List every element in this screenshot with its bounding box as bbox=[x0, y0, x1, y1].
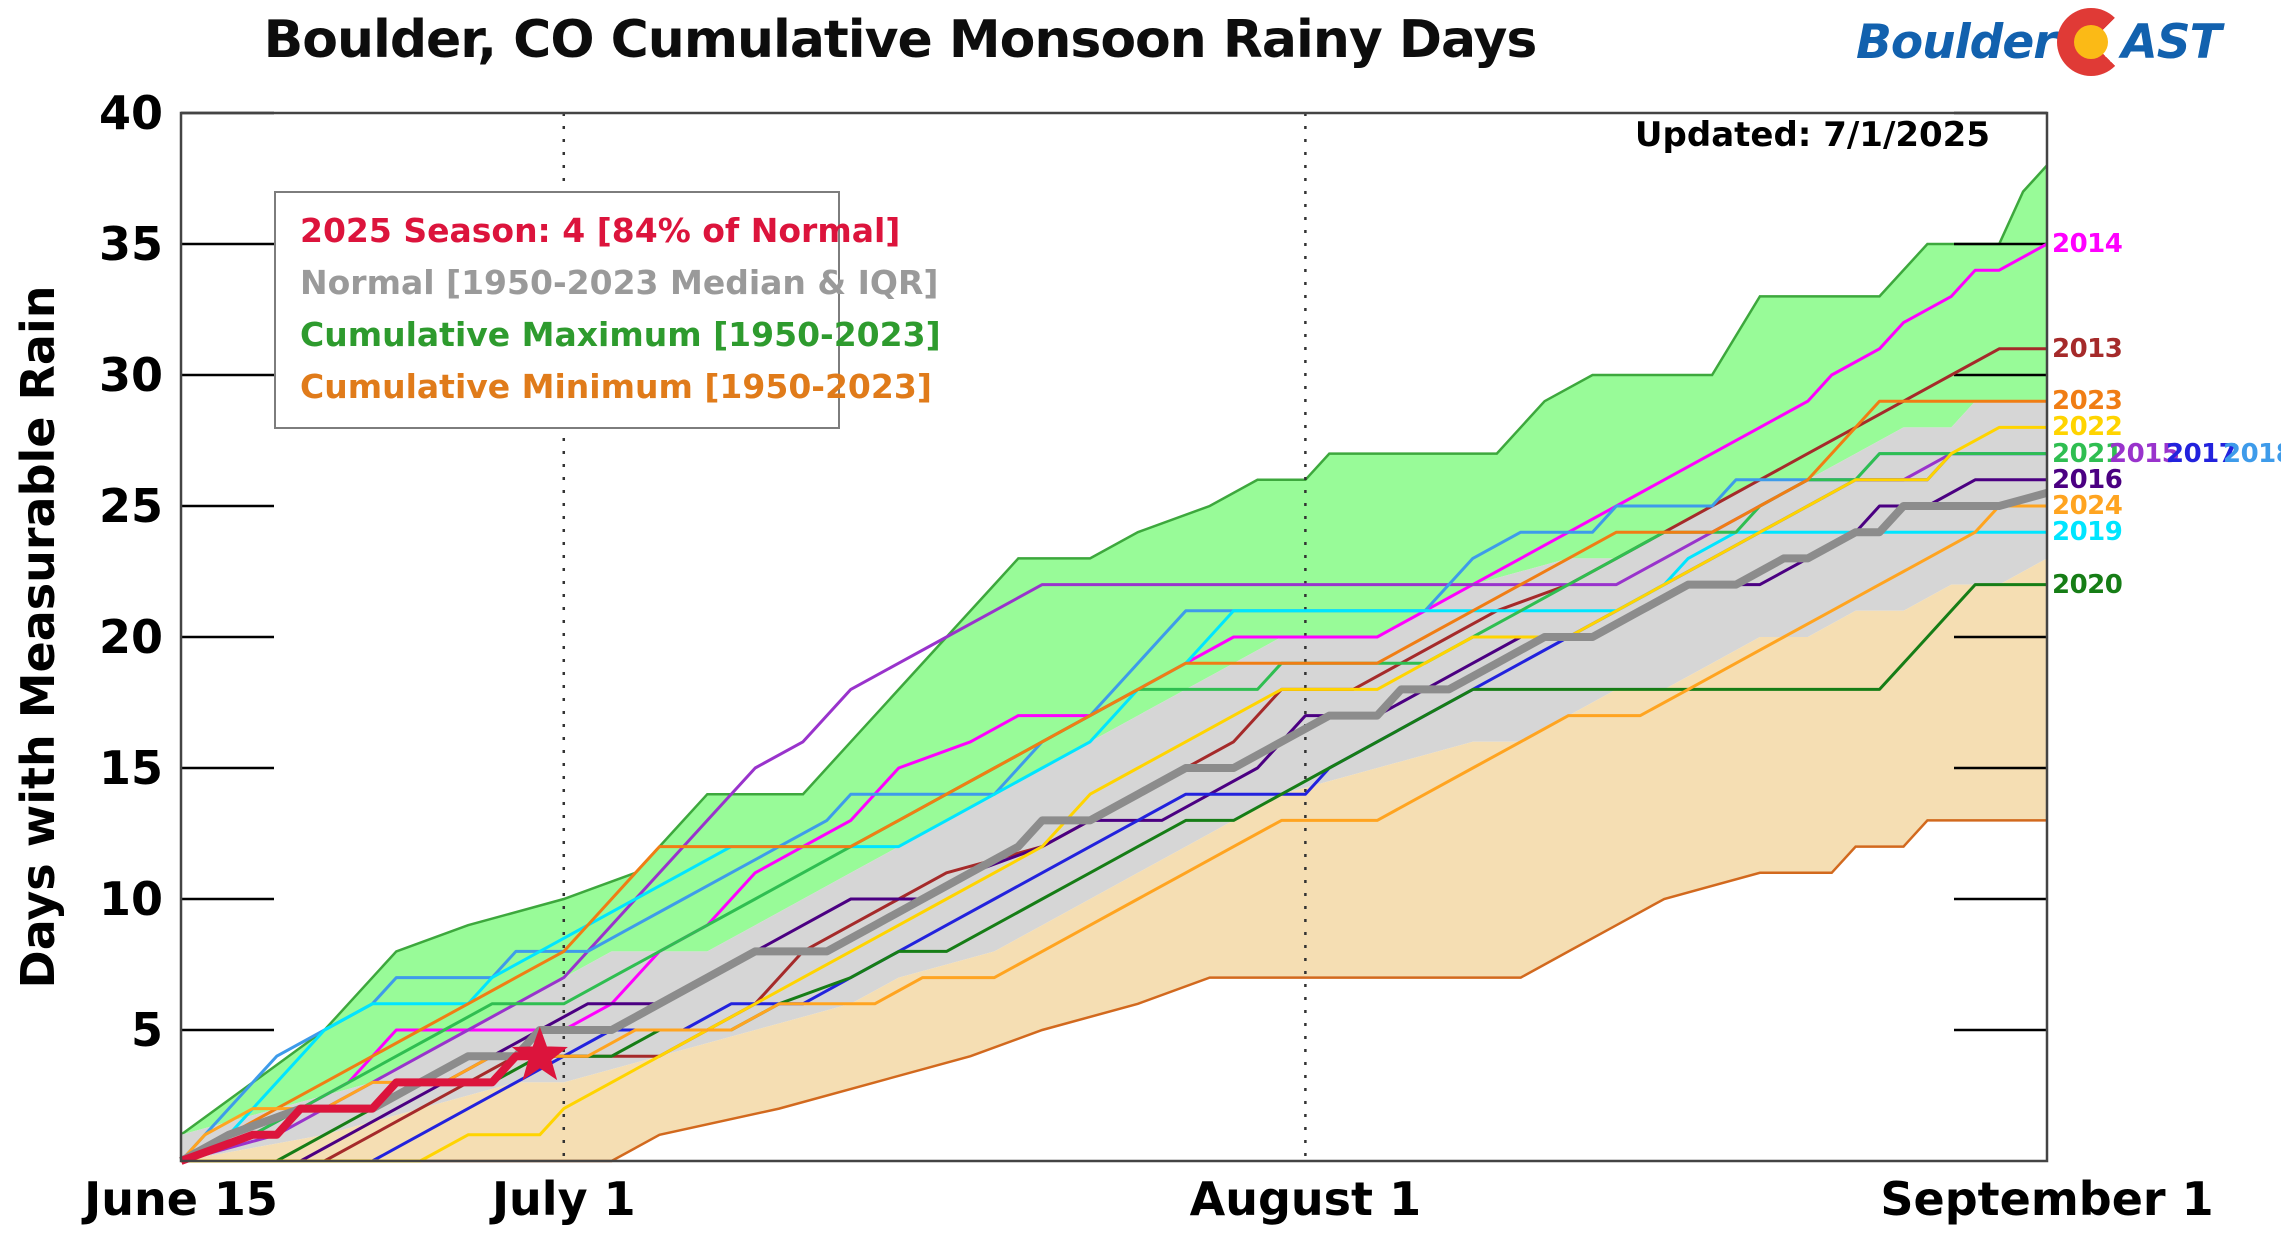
colorado-c-center bbox=[2074, 25, 2109, 59]
y-tick-label-5: 5 bbox=[130, 1003, 163, 1057]
x-tick-label-july-1: July 1 bbox=[491, 1172, 636, 1226]
year-label-2016: 2016 bbox=[2052, 464, 2123, 495]
y-tick-label-15: 15 bbox=[98, 741, 163, 795]
series-normal-median-line bbox=[179, 489, 2049, 1165]
bouldercast-logo: Boulder AST bbox=[1856, 8, 2222, 76]
cumulative-maximum-band-upper-edge bbox=[180, 164, 2048, 1136]
series-2023-line bbox=[180, 399, 2047, 1163]
x-tick-label-august-1: August 1 bbox=[1189, 1172, 1422, 1226]
y-tick-label-25: 25 bbox=[98, 479, 163, 533]
legend-item-3: Cumulative Minimum [1950-2023] bbox=[300, 367, 932, 406]
series-2022-line bbox=[181, 425, 2047, 1163]
legend-item-1: Normal [1950-2023 Median & IQR] bbox=[300, 263, 939, 302]
year-label-2019: 2019 bbox=[2052, 517, 2123, 548]
year-label-2013: 2013 bbox=[2052, 333, 2123, 364]
logo-text-boulder: Boulder bbox=[1856, 14, 2056, 70]
current-season-star-marker bbox=[511, 1026, 568, 1081]
y-tick-label-30: 30 bbox=[98, 348, 163, 402]
cumulative-minimum-band-lower-edge bbox=[181, 819, 2047, 1163]
y-tick-label-40: 40 bbox=[98, 86, 163, 140]
page-title: Boulder, CO Cumulative Monsoon Rainy Day… bbox=[263, 10, 1538, 70]
legend: 2025 Season: 4 [84% of Normal] Normal [19… bbox=[274, 191, 941, 429]
year-label-2015: 2015 bbox=[2109, 438, 2180, 469]
updated-timestamp: Updated: 7/1/2025 bbox=[1634, 115, 1990, 155]
year-label-2018: 2018 bbox=[2223, 438, 2281, 469]
series-2019-line bbox=[180, 530, 2047, 1163]
year-label-2022: 2022 bbox=[2052, 412, 2123, 443]
x-tick-label-june-15: June 15 bbox=[84, 1172, 278, 1226]
colorado-c-icon bbox=[2057, 8, 2126, 76]
year-label-2017: 2017 bbox=[2166, 438, 2237, 469]
x-tick-label-september-1: September 1 bbox=[1880, 1172, 2214, 1226]
year-label-2024: 2024 bbox=[2052, 491, 2123, 521]
cumulative-minimum-band-fill bbox=[181, 558, 2047, 1161]
year-label-2014: 2014 bbox=[2052, 229, 2123, 259]
series-2025-season-line bbox=[179, 1052, 540, 1165]
legend-item-0: 2025 Season: 4 [84% of Normal] bbox=[300, 211, 901, 250]
year-label-2023: 2023 bbox=[2052, 386, 2123, 417]
y-tick-label-35: 35 bbox=[98, 217, 163, 271]
legend-item-2: Cumulative Maximum [1950-2023] bbox=[300, 315, 941, 354]
y-tick-label-20: 20 bbox=[98, 610, 163, 664]
year-label-2020: 2020 bbox=[2052, 569, 2123, 600]
y-tick-label-10: 10 bbox=[98, 872, 163, 926]
year-label-2021: 2021 bbox=[2052, 438, 2123, 469]
series-2024-line bbox=[179, 504, 2047, 1163]
plot-frame bbox=[179, 111, 2049, 1163]
logo-text-cast: AST bbox=[2121, 14, 2221, 70]
